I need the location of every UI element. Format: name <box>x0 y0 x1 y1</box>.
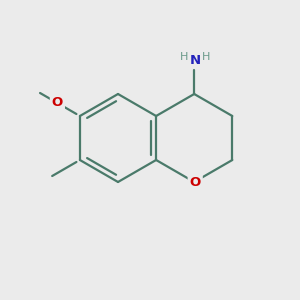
Text: O: O <box>52 97 63 110</box>
Text: H: H <box>202 52 210 62</box>
Text: O: O <box>190 176 201 188</box>
Text: H: H <box>180 52 188 62</box>
Text: N: N <box>190 55 201 68</box>
